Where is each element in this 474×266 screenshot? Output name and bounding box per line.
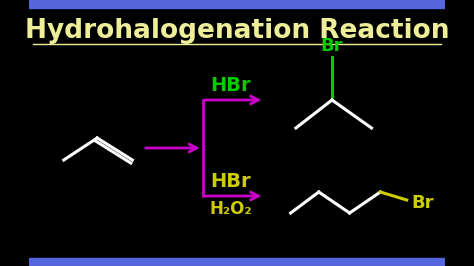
Text: Hydrohalogenation Reaction: Hydrohalogenation Reaction: [25, 18, 449, 44]
Text: HBr: HBr: [210, 172, 251, 191]
Text: Br: Br: [321, 37, 343, 55]
Text: H₂O₂: H₂O₂: [210, 200, 252, 218]
Bar: [28, 258, 446, 266]
Bar: [28, 0, 446, 8]
Text: Br: Br: [411, 194, 434, 212]
Text: HBr: HBr: [210, 76, 251, 95]
